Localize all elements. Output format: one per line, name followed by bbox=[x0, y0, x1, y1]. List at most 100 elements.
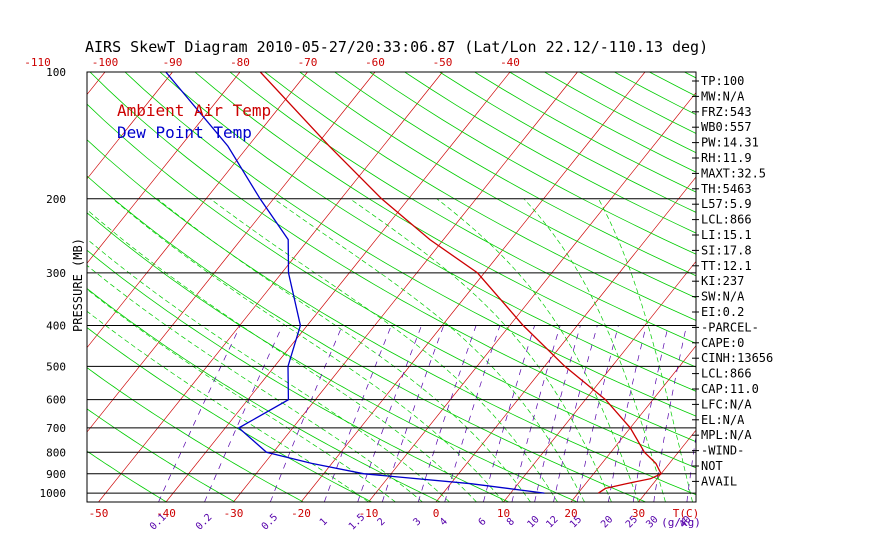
dry-adiabat-line bbox=[87, 367, 304, 502]
side-panel-value: SW:N/A bbox=[701, 290, 745, 304]
mixing-ratio-label: 4 bbox=[438, 516, 450, 528]
dry-adiabat-line bbox=[87, 175, 646, 502]
mixing-ratio-line bbox=[204, 325, 283, 502]
side-panel-value: CINH:13656 bbox=[701, 351, 773, 365]
bottom-temp-tick-label: -40 bbox=[156, 507, 176, 520]
mixing-ratio-line bbox=[608, 325, 647, 502]
mixing-ratio-label: 3 bbox=[412, 516, 424, 528]
mixing-ratio-line bbox=[158, 325, 241, 502]
bottom-temp-tick-label: 0 bbox=[433, 507, 440, 520]
side-panel-value: MAXT:32.5 bbox=[701, 166, 766, 180]
isotherm-line bbox=[0, 72, 38, 502]
top-temp-tick-label: -110 bbox=[24, 56, 51, 69]
isotherm-line bbox=[87, 72, 308, 349]
ambient-air-temp-line bbox=[259, 72, 662, 494]
moist-adiabat-line bbox=[598, 198, 693, 502]
bottom-temp-tick-label: -20 bbox=[291, 507, 311, 520]
dry-adiabat-line bbox=[87, 212, 578, 502]
side-panel-value: RH:11.9 bbox=[701, 151, 752, 165]
side-panel-value: EI:0.2 bbox=[701, 305, 744, 319]
isotherm-line bbox=[841, 72, 870, 502]
isotherm-line bbox=[87, 72, 106, 96]
isotherm-line bbox=[87, 72, 376, 433]
bottom-temp-tick-label: -30 bbox=[224, 507, 244, 520]
pressure-tick-label: 100 bbox=[46, 66, 66, 79]
dry-adiabat-line bbox=[194, 72, 696, 368]
pressure-tick-label: 700 bbox=[46, 422, 66, 435]
dry-adiabat-line bbox=[439, 72, 696, 213]
side-panel-value: -PARCEL- bbox=[701, 320, 759, 334]
moist-adiabat-line bbox=[349, 198, 612, 502]
mixing-ratio-label: 6 bbox=[477, 516, 489, 528]
isotherm-line bbox=[300, 72, 646, 502]
side-panel-value: FRZ:543 bbox=[701, 105, 752, 119]
dry-adiabat-line bbox=[87, 139, 696, 496]
side-panel-value: TH:5463 bbox=[701, 182, 752, 196]
bottom-temp-tick-label: 30 bbox=[632, 507, 645, 520]
isotherm-line bbox=[570, 345, 696, 502]
dry-adiabat-line bbox=[299, 72, 696, 299]
dry-adiabat-line bbox=[404, 72, 696, 234]
side-panel-value: TP:100 bbox=[701, 74, 744, 88]
side-panel-value: PW:14.31 bbox=[701, 136, 759, 150]
pressure-tick-label: 900 bbox=[46, 468, 66, 481]
dry-adiabat-line bbox=[87, 327, 373, 502]
moist-adiabat-line bbox=[157, 198, 531, 502]
moist-adiabat-line bbox=[523, 198, 666, 502]
y-axis-label: PRESSURE (MB) bbox=[71, 238, 85, 332]
moist-adiabat-line bbox=[87, 264, 423, 502]
isotherm-line bbox=[435, 176, 696, 502]
side-panel-value: -WIND- bbox=[701, 444, 744, 458]
mixing-ratio-label: 2 bbox=[376, 516, 388, 528]
mixing-ratio-label: 12 bbox=[544, 514, 560, 530]
pressure-tick-label: 300 bbox=[46, 267, 66, 280]
mixing-ratio-line bbox=[632, 325, 669, 502]
plot-frame bbox=[86, 71, 697, 503]
top-temp-tick-label: -40 bbox=[500, 56, 520, 69]
isotherm-line bbox=[165, 72, 511, 502]
mixing-ratio-line bbox=[417, 325, 477, 502]
dry-adiabat-line bbox=[369, 72, 696, 255]
side-panel-value: SI:17.8 bbox=[701, 243, 752, 257]
side-panel-value: CAP:11.0 bbox=[701, 382, 759, 396]
side-panel-value: MPL:N/A bbox=[701, 428, 752, 442]
mixing-ratio-label: 0.5 bbox=[260, 512, 281, 533]
pressure-tick-label: 800 bbox=[46, 446, 66, 459]
dry-adiabat-line bbox=[87, 408, 236, 502]
dry-adiabat-line bbox=[159, 72, 696, 392]
mixing-ratio-line bbox=[483, 325, 535, 502]
mixing-ratio-line bbox=[269, 325, 343, 502]
top-temp-tick-label: -90 bbox=[163, 56, 183, 69]
side-panel-value: L57:5.9 bbox=[701, 197, 752, 211]
moist-adiabat-line bbox=[112, 198, 504, 502]
side-panel-value: LCL:866 bbox=[701, 213, 752, 227]
mixing-ratio-line bbox=[553, 325, 598, 502]
side-panel-value: WB0:557 bbox=[701, 120, 752, 134]
side-panel-value: KI:237 bbox=[701, 274, 744, 288]
top-temp-tick-label: -80 bbox=[230, 56, 250, 69]
pressure-tick-label: 1000 bbox=[40, 487, 67, 500]
dry-adiabat-line bbox=[87, 287, 441, 502]
isotherm-line bbox=[87, 72, 173, 180]
bottom-temp-tick-label: 10 bbox=[497, 507, 510, 520]
mixing-ratio-label: 30 bbox=[644, 514, 660, 530]
top-temp-tick-label: -60 bbox=[365, 56, 385, 69]
side-panel-value: TT:12.1 bbox=[701, 259, 752, 273]
bottom-temp-tick-label: -50 bbox=[89, 507, 109, 520]
pressure-tick-label: 500 bbox=[46, 360, 66, 373]
pressure-tick-label: 200 bbox=[46, 193, 66, 206]
dry-adiabat-line bbox=[89, 72, 696, 443]
bottom-temp-tick-label: -10 bbox=[359, 507, 379, 520]
mixing-ratio-line bbox=[653, 325, 687, 502]
dry-adiabat-line bbox=[649, 72, 696, 97]
isotherm-line bbox=[368, 92, 696, 502]
mixing-ratio-label: 10 bbox=[525, 514, 541, 530]
dry-adiabat-line bbox=[87, 450, 167, 502]
moist-adiabat-line bbox=[436, 198, 639, 502]
side-panel-value: LFC:N/A bbox=[701, 397, 752, 411]
top-temp-tick-label: -100 bbox=[92, 56, 119, 69]
mixing-ratio-line bbox=[323, 325, 392, 502]
side-panel-value: AVAIL bbox=[701, 474, 737, 488]
side-panel-value: NOT bbox=[701, 459, 723, 473]
